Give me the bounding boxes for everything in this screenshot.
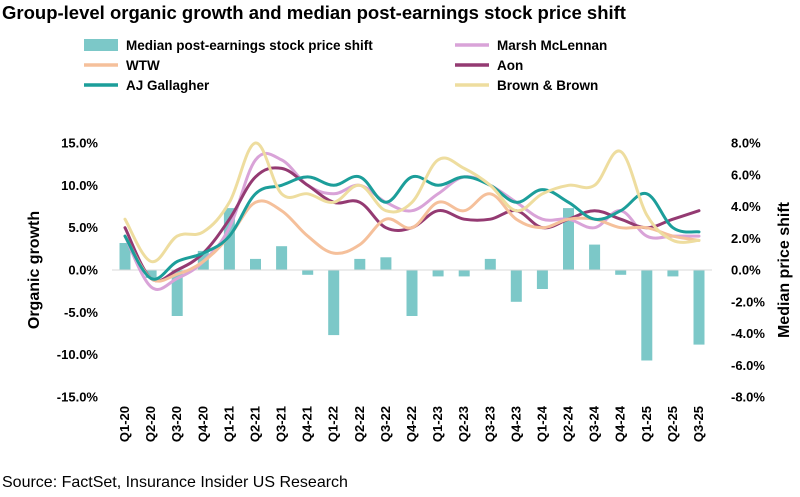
series-line-wtw (123, 192, 701, 283)
bar-Q1-22 (328, 270, 340, 336)
x-tick-label: Q1-22 (326, 406, 341, 442)
x-tick-label: Q2-24 (561, 405, 576, 442)
x-tick-label: Q4-20 (195, 406, 210, 442)
bar-Q2-22 (354, 258, 366, 270)
legend-swatch-bar (84, 39, 118, 51)
legend-label: Brown & Brown (497, 78, 598, 93)
right-tick-label: -2.0% (731, 294, 765, 309)
left-axis-ticks: 15.0% 10.0% 5.0% 0.0% -5.0% -10.0% -15.0% (57, 136, 99, 405)
bar-Q1-25 (641, 270, 653, 361)
right-tick-label: -4.0% (731, 326, 765, 341)
x-tick-label: Q4-22 (404, 406, 419, 442)
bar-Q3-25 (693, 270, 705, 345)
left-axis-title: Organic growth (26, 211, 43, 329)
legend-label: AJ Gallagher (126, 78, 210, 93)
legend: Median post-earnings stock price shift Ma… (84, 38, 607, 93)
left-tick-label: -10.0% (57, 347, 99, 362)
right-tick-label: 6.0% (731, 167, 761, 182)
series-line-aj-gallagher (123, 174, 701, 281)
bar-Q2-25 (667, 270, 679, 277)
bar-series (119, 208, 705, 361)
left-tick-label: 10.0% (61, 178, 98, 193)
series-line-marsh-mclennan (123, 151, 701, 291)
x-tick-label: Q4-24 (613, 405, 628, 442)
left-tick-label: -5.0% (64, 305, 98, 320)
source-note: Source: FactSet, Insurance Insider US Re… (2, 474, 348, 491)
bar-Q4-22 (406, 270, 418, 316)
x-tick-label: Q1-24 (534, 405, 549, 442)
left-tick-label: -15.0% (57, 390, 99, 405)
chart-title: Group-level organic growth and median po… (2, 2, 626, 23)
bar-Q2-23 (458, 270, 470, 277)
right-tick-label: 8.0% (731, 136, 761, 151)
x-tick-label: Q1-23 (430, 406, 445, 442)
x-tick-label: Q1-20 (117, 406, 132, 442)
bar-Q2-24 (563, 208, 574, 270)
bar-Q2-21 (250, 258, 261, 270)
x-tick-label: Q3-21 (274, 406, 289, 442)
bar-Q4-24 (615, 270, 627, 275)
legend-label: WTW (126, 58, 160, 73)
right-axis-title: Median price shift (776, 201, 793, 338)
x-tick-label: Q4-21 (300, 406, 315, 442)
left-tick-label: 15.0% (61, 136, 98, 151)
x-tick-label: Q2-22 (352, 406, 367, 442)
bar-Q1-21 (223, 208, 235, 270)
bar-Q3-24 (589, 244, 601, 270)
line-series (123, 141, 701, 291)
x-tick-label: Q1-21 (221, 406, 236, 442)
left-tick-label: 5.0% (68, 220, 98, 235)
bar-Q3-23 (484, 258, 496, 270)
bar-Q1-20 (119, 243, 131, 270)
x-tick-label: Q3-20 (169, 406, 184, 442)
x-axis-ticks: Q1-20 Q2-20 Q3-20 Q4-20 Q1-21 Q2-21 Q3-21 Q4-21… (117, 405, 706, 442)
bar-Q3-21 (276, 246, 288, 270)
series-line-brown-brown (123, 141, 701, 264)
legend-label: Median post-earnings stock price shift (126, 38, 373, 53)
right-tick-label: -6.0% (731, 358, 765, 373)
bar-Q3-22 (380, 257, 392, 270)
bar-Q1-24 (536, 270, 548, 289)
right-tick-label: -8.0% (731, 390, 765, 405)
x-tick-label: Q2-21 (248, 406, 263, 442)
x-tick-label: Q4-23 (508, 406, 523, 442)
legend-label: Marsh McLennan (497, 38, 607, 53)
x-tick-label: Q3-22 (378, 406, 393, 442)
bar-Q3-20 (171, 270, 183, 316)
right-tick-label: 0.0% (731, 263, 761, 278)
right-tick-label: 4.0% (731, 199, 761, 214)
legend-label: Aon (497, 58, 523, 73)
bar-Q4-23 (510, 270, 522, 302)
x-tick-label: Q3-25 (691, 406, 706, 442)
x-tick-label: Q3-23 (482, 406, 497, 442)
right-axis-ticks: 8.0% 6.0% 4.0% 2.0% 0.0% -2.0% -4.0% -6.0% -8.0% (731, 136, 765, 405)
x-tick-label: Q2-23 (456, 406, 471, 442)
x-tick-label: Q2-25 (665, 406, 680, 442)
bar-Q2-20 (145, 270, 157, 278)
bar-Q4-21 (302, 270, 314, 275)
right-tick-label: 2.0% (731, 231, 761, 246)
x-tick-label: Q2-20 (143, 406, 158, 442)
left-tick-label: 0.0% (68, 263, 98, 278)
x-tick-label: Q3-24 (587, 405, 602, 442)
x-tick-label: Q1-25 (639, 406, 654, 442)
bar-Q1-23 (432, 270, 444, 277)
